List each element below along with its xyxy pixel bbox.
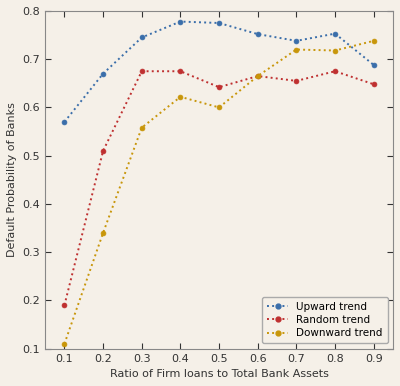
Y-axis label: Default Probability of Banks: Default Probability of Banks bbox=[7, 102, 17, 257]
Legend: Upward trend, Random trend, Downward trend: Upward trend, Random trend, Downward tre… bbox=[262, 297, 388, 344]
X-axis label: Ratio of Firm loans to Total Bank Assets: Ratio of Firm loans to Total Bank Assets bbox=[110, 369, 328, 379]
